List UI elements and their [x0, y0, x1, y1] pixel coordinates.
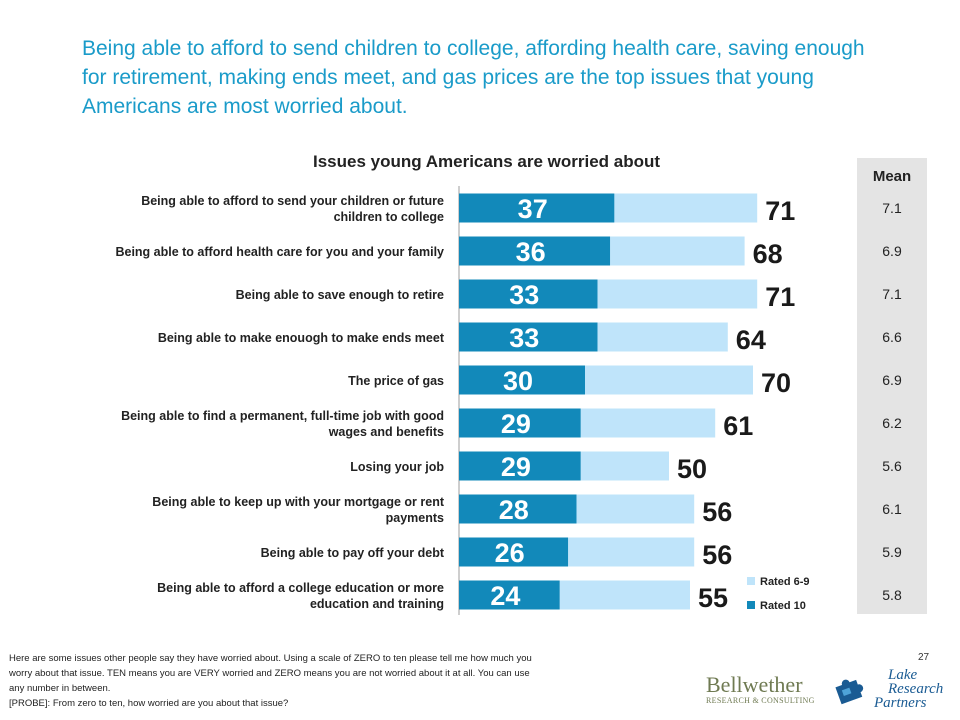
bellwether-logo-sub: RESEARCH & CONSULTING [706, 696, 815, 705]
bar-rated10 [459, 408, 581, 438]
footnote-line: [PROBE]: From zero to ten, how worried a… [9, 698, 289, 709]
mean-value: 6.2 [882, 415, 902, 431]
category-label: Being able to pay off your debt [261, 546, 445, 560]
data-label-rated10: 28 [499, 495, 529, 525]
footnote: Here are some issues other people say th… [9, 651, 679, 711]
lake-research-partners-logo: Lake Research Partners [830, 668, 955, 716]
bars-group: 37 71 36 68 33 71 33 64 30 70 29 61 29 50 28 56 26 56 24 55 [459, 193, 795, 613]
category-label: Being able to afford a college education… [157, 581, 444, 595]
bar-rated10 [459, 279, 598, 309]
category-label: education and training [310, 597, 444, 611]
mean-value: 6.1 [882, 501, 902, 517]
mean-value: 5.9 [882, 544, 902, 560]
footnote-line: worry about that issue. TEN means you ar… [9, 668, 530, 679]
category-label: wages and benefits [328, 425, 444, 439]
category-label: Losing your job [350, 460, 444, 474]
data-label-rated10: 29 [501, 452, 531, 482]
bar-rated69 [585, 365, 753, 395]
data-label-total: 56 [702, 497, 732, 527]
legend-label-rated69: Rated 6-9 [760, 576, 810, 588]
data-label-total: 64 [736, 325, 766, 355]
puzzle-icon [835, 679, 864, 705]
bar-rated10 [459, 365, 585, 395]
bar-rated10 [459, 451, 581, 481]
mean-value: 6.9 [882, 243, 902, 259]
bar-rated69 [559, 580, 690, 610]
data-label-total: 61 [723, 411, 753, 441]
data-label-total: 50 [677, 454, 707, 484]
legend-label-rated10: Rated 10 [760, 600, 806, 612]
bellwether-logo: Bellwether RESEARCH & CONSULTING [706, 672, 815, 706]
mean-value: 7.1 [882, 200, 902, 216]
lrp-line: Lake [888, 667, 918, 683]
legend-swatch-rated10 [747, 601, 755, 609]
bar-rated69 [597, 322, 728, 352]
data-label-rated10: 24 [490, 581, 520, 611]
bellwether-logo-name: Bellwether [706, 672, 803, 697]
bar-rated69 [580, 451, 669, 481]
lrp-line: Partners [874, 695, 927, 711]
data-label-rated10: 33 [509, 323, 539, 353]
mean-value: 7.1 [882, 286, 902, 302]
bar-rated69 [614, 193, 758, 223]
data-label-total: 71 [765, 196, 795, 226]
category-labels-group: Being able to afford to send your childr… [115, 194, 444, 611]
bar-rated10 [459, 236, 611, 266]
category-label: payments [386, 511, 444, 525]
bar-rated10 [459, 322, 598, 352]
bar-rated69 [597, 279, 758, 309]
lake-research-partners-text: Lake Research Partners [874, 667, 944, 711]
mean-value: 5.8 [882, 587, 902, 603]
data-label-rated10: 33 [509, 280, 539, 310]
category-label: Being able to find a permanent, full-tim… [121, 409, 444, 423]
page-headline: Being able to afford to send children to… [82, 37, 865, 118]
page-number: 27 [918, 652, 930, 663]
footnote-line: any number in between. [9, 683, 111, 694]
mean-panel: Mean 7.1 6.9 7.1 6.6 6.9 6.2 5.6 6.1 5.9… [857, 158, 927, 614]
bar-rated10 [459, 494, 577, 524]
data-label-total: 68 [753, 239, 783, 269]
bar-rated10 [459, 537, 569, 567]
data-label-rated10: 37 [518, 194, 548, 224]
data-label-rated10: 26 [495, 538, 525, 568]
data-label-rated10: 30 [503, 366, 533, 396]
data-label-rated10: 36 [516, 237, 546, 267]
footnote-line: Here are some issues other people say th… [9, 653, 532, 664]
mean-value: 5.6 [882, 458, 902, 474]
category-label: Being able to afford to send your childr… [141, 194, 444, 208]
category-label: Being able to afford health care for you… [115, 245, 444, 259]
data-label-total: 56 [702, 540, 732, 570]
chart-title: Issues young Americans are worried about [313, 152, 661, 171]
mean-value: 6.9 [882, 372, 902, 388]
mean-header: Mean [872, 168, 912, 185]
category-label: Being able to keep up with your mortgage… [152, 495, 445, 509]
category-label: Being able to make enouogh to make ends … [158, 331, 445, 345]
bar-rated69 [576, 494, 695, 524]
legend: Rated 6-9 Rated 10 [747, 576, 810, 612]
category-label: The price of gas [348, 374, 444, 388]
lrp-line: Research [888, 681, 944, 697]
bar-rated10 [459, 580, 560, 610]
bar-rated69 [610, 236, 745, 266]
legend-swatch-rated69 [747, 577, 755, 585]
category-label: children to college [334, 210, 444, 224]
data-label-rated10: 29 [501, 409, 531, 439]
bar-rated69 [580, 408, 716, 438]
data-label-total: 70 [761, 368, 791, 398]
bar-rated69 [568, 537, 695, 567]
bar-rated10 [459, 193, 615, 223]
category-label: Being able to save enough to retire [236, 288, 444, 302]
mean-value: 6.6 [882, 329, 902, 345]
data-label-total: 55 [698, 583, 728, 613]
data-label-total: 71 [765, 282, 795, 312]
